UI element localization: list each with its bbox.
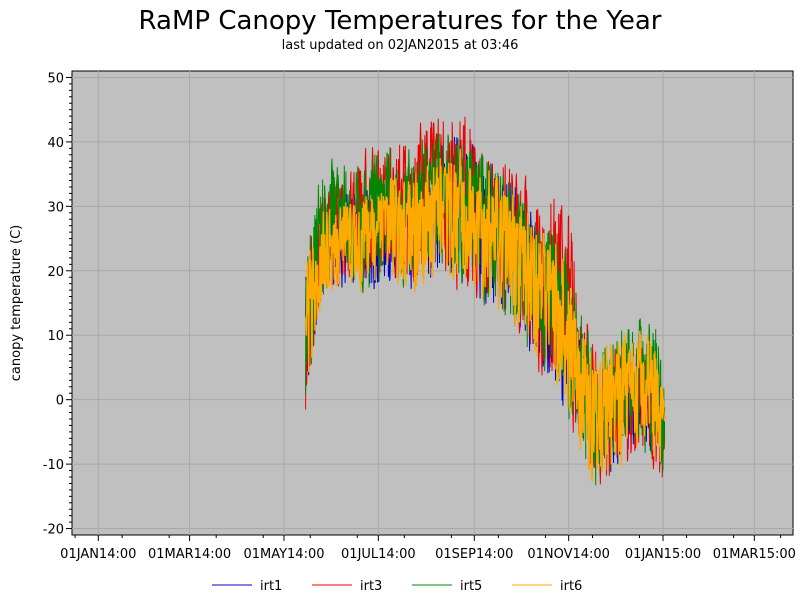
x-tick-label: 01JUL14:00 xyxy=(341,547,416,562)
grid-lines xyxy=(72,71,793,535)
legend-label-irt6: irt6 xyxy=(560,579,582,594)
y-tick-label: 20 xyxy=(47,265,64,280)
x-tick-label: 01JAN14:00 xyxy=(60,547,136,562)
x-tick-label: 01MAR14:00 xyxy=(148,547,231,562)
y-tick-label: 0 xyxy=(56,394,64,409)
x-tick-label: 01MAY14:00 xyxy=(243,547,324,562)
x-tick-label: 01NOV14:00 xyxy=(527,547,610,562)
y-tick-label: 30 xyxy=(47,200,64,215)
y-tick-label: 40 xyxy=(47,136,64,151)
y-tick-label: -10 xyxy=(43,458,64,473)
y-tick-label: 10 xyxy=(47,329,64,344)
legend: irt1 irt3 irt5 irt6 xyxy=(212,579,582,594)
x-tick-label: 01MAR15:00 xyxy=(713,547,796,562)
chart-subtitle: last updated on 02JAN2015 at 03:46 xyxy=(282,38,519,53)
y-tick-label: 50 xyxy=(47,71,64,86)
y-tick-label: -20 xyxy=(43,523,64,538)
chart-title: RaMP Canopy Temperatures for the Year xyxy=(139,6,662,36)
x-tick-label: 01JAN15:00 xyxy=(625,547,701,562)
legend-label-irt1: irt1 xyxy=(260,579,282,594)
y-axis-label: canopy temperature (C) xyxy=(9,225,24,381)
x-tick-label: 01SEP14:00 xyxy=(435,547,513,562)
series-line-irt6 xyxy=(304,148,666,483)
legend-label-irt3: irt3 xyxy=(360,579,382,594)
legend-label-irt5: irt5 xyxy=(460,579,482,594)
axes: -20 -10 0 10 20 30 40 50 01JAN14:00 01MAR14:00 01M… xyxy=(43,71,796,562)
data-layer xyxy=(304,116,666,486)
